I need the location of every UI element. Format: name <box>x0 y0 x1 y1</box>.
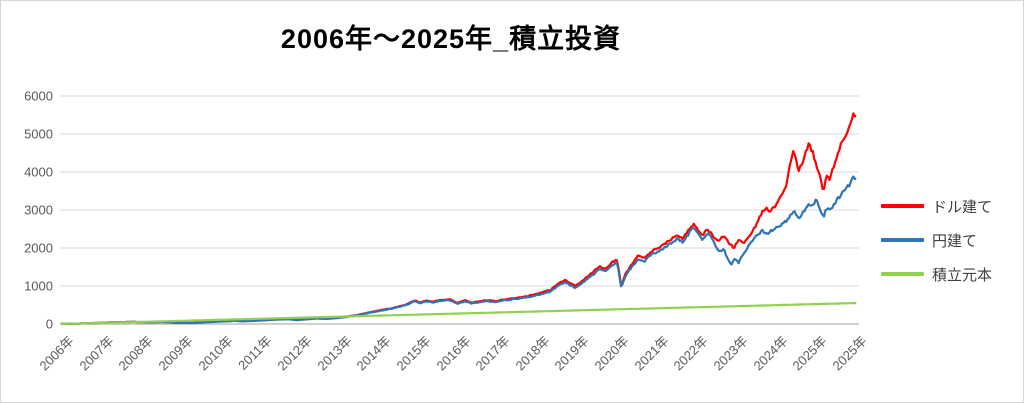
legend-label-jpy: 円建て <box>932 232 978 250</box>
legend-item-jpy: 円建て <box>881 223 992 257</box>
y-tick-label-6000: 6000 <box>24 88 53 104</box>
y-tick-label-3000: 3000 <box>24 202 53 218</box>
legend: ドル建て 円建て 積立元本 <box>881 189 992 291</box>
jpy-series-line <box>60 175 857 326</box>
y-tick-label-2000: 2000 <box>24 240 53 256</box>
legend-label-usd: ドル建て <box>932 198 993 216</box>
jpy-line-swatch <box>881 238 924 242</box>
legend-item-principal: 積立元本 <box>881 257 992 291</box>
principal-series-line <box>61 301 857 326</box>
usd-series-line <box>60 112 857 325</box>
usd-line-swatch <box>881 204 924 208</box>
y-tick-label-0: 0 <box>45 316 53 332</box>
y-tick-label-1000: 1000 <box>24 278 53 294</box>
y-tick-label-5000: 5000 <box>24 126 53 142</box>
chart-title: 2006年～2025年_積立投資 <box>280 24 622 54</box>
principal-line-swatch <box>881 272 924 276</box>
legend-item-usd: ドル建て <box>881 189 992 223</box>
y-tick-label-4000: 4000 <box>24 164 53 180</box>
legend-label-principal: 積立元本 <box>932 266 993 284</box>
